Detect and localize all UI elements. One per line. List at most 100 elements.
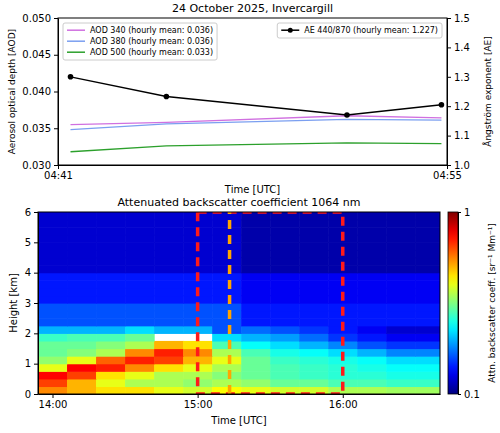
cell — [125, 235, 155, 243]
cell — [38, 371, 68, 379]
chart-title: 24 October 2025, Invercargill — [172, 2, 333, 15]
series-marker — [344, 112, 350, 118]
cell — [38, 242, 68, 250]
cell — [241, 364, 271, 372]
cell — [415, 318, 440, 326]
tick: 1.1 — [447, 130, 470, 141]
cell — [212, 227, 242, 235]
cell — [154, 386, 184, 394]
cell — [241, 250, 271, 258]
tick: 0 — [25, 389, 38, 400]
cell — [386, 303, 416, 311]
cell — [386, 220, 416, 228]
cell — [38, 295, 68, 303]
cell — [38, 379, 68, 387]
cell — [212, 356, 242, 364]
cell — [96, 371, 126, 379]
tick-label: 1.4 — [454, 42, 470, 53]
tick-mark — [447, 77, 451, 78]
cell — [357, 364, 387, 372]
cell — [299, 379, 329, 387]
cell — [96, 311, 126, 319]
cell — [38, 273, 68, 281]
tick-label: 1.5 — [454, 13, 470, 24]
tick: 1.4 — [447, 42, 470, 53]
cell — [125, 303, 155, 311]
cell — [415, 379, 440, 387]
cell — [299, 349, 329, 357]
figure: 04:4104:550.0300.0350.0400.0450.0501.01.… — [0, 0, 500, 433]
cell — [386, 311, 416, 319]
cell — [125, 242, 155, 250]
cell — [415, 349, 440, 357]
tick-label: 15:00 — [184, 399, 213, 410]
tick-label: 4 — [25, 267, 31, 278]
cell — [357, 318, 387, 326]
cell — [154, 258, 184, 266]
tick: 5 — [25, 237, 38, 248]
tick-mark — [447, 18, 451, 19]
cell — [125, 349, 155, 357]
axis-line — [447, 19, 448, 166]
series-marker — [68, 74, 74, 80]
tick-label: 1.2 — [454, 101, 470, 112]
cell — [96, 333, 126, 341]
cell — [67, 280, 97, 288]
cell — [386, 333, 416, 341]
tick: 4 — [25, 267, 38, 278]
tick-mark — [458, 212, 461, 213]
cell — [38, 288, 68, 296]
cell — [299, 364, 329, 372]
cell — [154, 212, 184, 220]
cell — [212, 349, 242, 357]
cell — [125, 250, 155, 258]
cell — [386, 258, 416, 266]
cell — [386, 280, 416, 288]
cell — [299, 288, 329, 296]
cell — [270, 379, 300, 387]
tick: 0.040 — [22, 86, 58, 97]
cell — [67, 386, 97, 394]
cell — [154, 318, 184, 326]
cell — [241, 341, 271, 349]
legend-item: AOD 340 (hourly mean: 0.036) — [67, 26, 213, 35]
cell — [67, 212, 97, 220]
cell — [67, 356, 97, 364]
tick: 3 — [25, 298, 38, 309]
cell — [386, 341, 416, 349]
tick-label: 1 — [464, 207, 470, 218]
cell — [270, 326, 300, 334]
tick-mark — [54, 165, 58, 166]
tick-mark — [58, 165, 59, 169]
cell — [154, 341, 184, 349]
cell — [270, 333, 300, 341]
cell — [357, 303, 387, 311]
cell — [357, 273, 387, 281]
cell — [241, 235, 271, 243]
tick-mark — [53, 394, 54, 398]
cell — [154, 311, 184, 319]
cell — [154, 280, 184, 288]
cell — [241, 356, 271, 364]
cell — [183, 265, 213, 273]
cell — [154, 349, 184, 357]
cell — [415, 303, 440, 311]
tick: 15:00 — [184, 394, 213, 410]
cell — [386, 371, 416, 379]
cell — [386, 227, 416, 235]
cell — [357, 386, 387, 394]
plot-area — [38, 212, 440, 394]
cell — [386, 235, 416, 243]
cell — [96, 349, 126, 357]
cell — [125, 371, 155, 379]
cell — [154, 326, 184, 334]
cell — [154, 371, 184, 379]
tick-mark — [34, 333, 38, 334]
cell — [183, 280, 213, 288]
cell — [299, 220, 329, 228]
cell — [357, 371, 387, 379]
cell — [357, 311, 387, 319]
cell — [357, 280, 387, 288]
tick-mark — [34, 242, 38, 243]
tick-mark — [343, 394, 344, 398]
